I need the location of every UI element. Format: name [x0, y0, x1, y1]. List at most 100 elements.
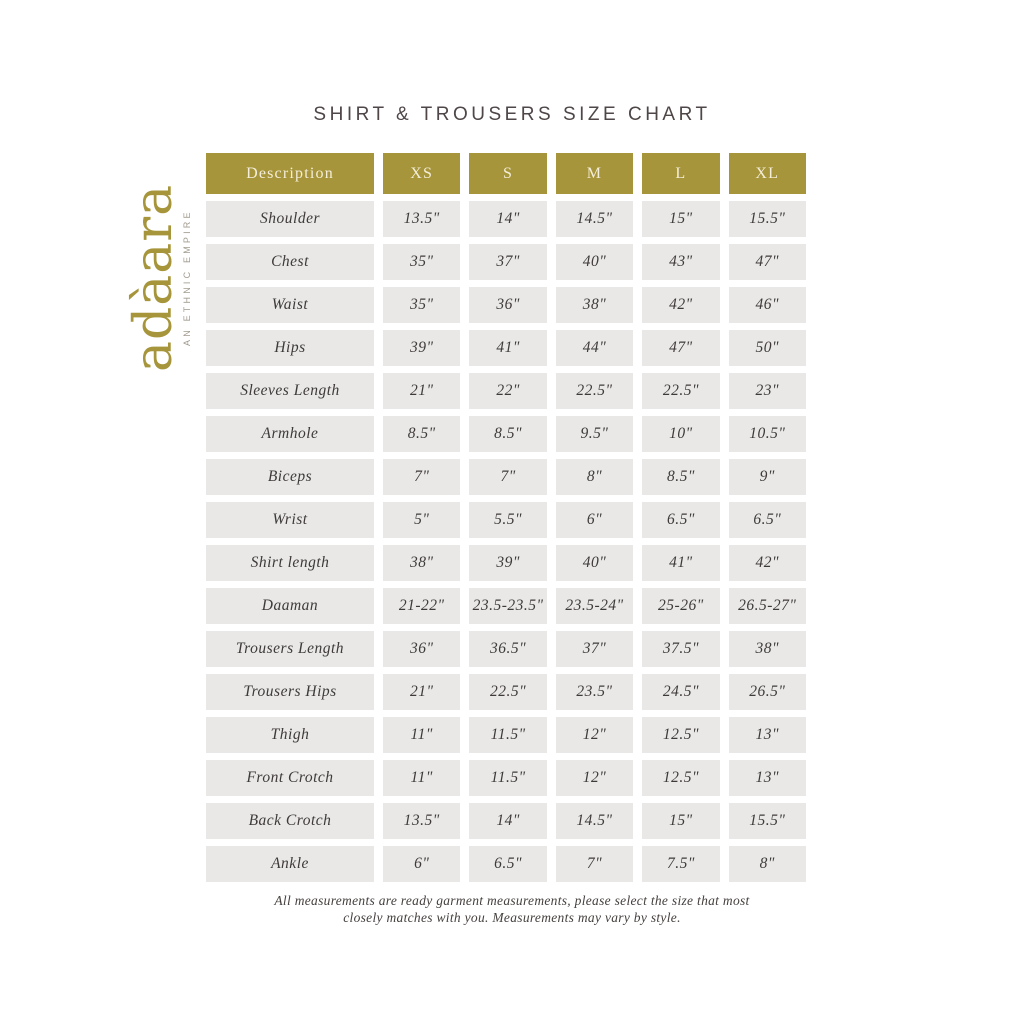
measurement-cell: 8.5"	[642, 459, 720, 495]
measurement-cell: 26.5-27"	[728, 588, 806, 624]
row-label: Chest	[206, 244, 374, 280]
row-label: Waist	[206, 287, 374, 323]
row-label: Front Crotch	[206, 760, 374, 796]
brand-tagline: AN ETHNIC EMPIRE	[182, 209, 192, 347]
measurement-cell: 42"	[728, 545, 806, 581]
measurement-cell: 38"	[555, 287, 634, 323]
measurement-cell: 6"	[555, 502, 634, 538]
measurement-cell: 40"	[555, 545, 634, 581]
measurement-cell: 13"	[728, 717, 806, 753]
measurement-cell: 7"	[469, 459, 547, 495]
table-row: Front Crotch 11" 11.5" 12" 12.5" 13"	[206, 760, 806, 796]
measurement-cell: 6"	[383, 846, 461, 882]
measurement-cell: 12"	[555, 760, 634, 796]
measurement-cell: 8.5"	[383, 416, 461, 452]
table-row: Waist 35" 36" 38" 42" 46"	[206, 287, 806, 323]
measurement-cell: 21"	[383, 373, 461, 409]
table-row: Armhole 8.5" 8.5" 9.5" 10" 10.5"	[206, 416, 806, 452]
measurement-cell: 15"	[642, 201, 720, 237]
measurement-cell: 38"	[728, 631, 806, 667]
measurement-cell: 11.5"	[469, 717, 547, 753]
row-label: Trousers Length	[206, 631, 374, 667]
measurement-cell: 14"	[469, 201, 547, 237]
row-label: Hips	[206, 330, 374, 366]
measurement-cell: 7.5"	[642, 846, 720, 882]
measurement-cell: 7"	[383, 459, 461, 495]
table-row: Biceps 7" 7" 8" 8.5" 9"	[206, 459, 806, 495]
measurement-cell: 23"	[728, 373, 806, 409]
footer-line-2: closely matches with you. Measurements m…	[343, 909, 681, 925]
measurement-cell: 11.5"	[469, 760, 547, 796]
table-row: Shoulder 13.5" 14" 14.5" 15" 15.5"	[206, 201, 806, 237]
measurement-cell: 25-26"	[642, 588, 720, 624]
table-header-row: Description XS S M L XL	[206, 153, 806, 194]
measurement-cell: 26.5"	[728, 674, 806, 710]
table-row: Thigh 11" 11.5" 12" 12.5" 13"	[206, 717, 806, 753]
row-label: Trousers Hips	[206, 674, 374, 710]
measurement-cell: 10"	[642, 416, 720, 452]
measurement-cell: 41"	[642, 545, 720, 581]
table-body: Shoulder 13.5" 14" 14.5" 15" 15.5" Chest 35" 37"…	[206, 201, 806, 882]
measurement-cell: 23.5"	[555, 674, 634, 710]
measurement-cell: 22"	[469, 373, 547, 409]
measurement-cell: 24.5"	[642, 674, 720, 710]
measurement-cell: 11"	[383, 717, 461, 753]
table-row: Sleeves Length 21" 22" 22.5" 22.5" 23"	[206, 373, 806, 409]
table-row: Hips 39" 41" 44" 47" 50"	[206, 330, 806, 366]
table-row: Daaman 21-22" 23.5-23.5" 23.5-24" 25-26" 26.5…	[206, 588, 806, 624]
measurement-cell: 36.5"	[469, 631, 547, 667]
measurement-cell: 43"	[642, 244, 720, 280]
measurement-cell: 5.5"	[469, 502, 547, 538]
measurement-cell: 40"	[555, 244, 634, 280]
measurement-cell: 12.5"	[642, 717, 720, 753]
brand-logo: adàara AN ETHNIC EMPIRE	[124, 178, 200, 378]
measurement-cell: 13.5"	[383, 201, 461, 237]
measurement-cell: 11"	[383, 760, 461, 796]
table-row: Wrist 5" 5.5" 6" 6.5" 6.5"	[206, 502, 806, 538]
measurement-cell: 42"	[642, 287, 720, 323]
table-row: Trousers Hips 21" 22.5" 23.5" 24.5" 26.5"	[206, 674, 806, 710]
measurement-cell: 7"	[555, 846, 634, 882]
row-label: Sleeves Length	[206, 373, 374, 409]
measurement-cell: 8"	[728, 846, 806, 882]
row-label: Armhole	[206, 416, 374, 452]
measurement-cell: 39"	[469, 545, 547, 581]
footer-line-1: All measurements are ready garment measu…	[274, 893, 750, 908]
header-cell-size-m: M	[555, 153, 634, 194]
measurement-cell: 6.5"	[469, 846, 547, 882]
measurement-cell: 35"	[383, 244, 461, 280]
row-label: Shoulder	[206, 201, 374, 237]
measurement-cell: 37.5"	[642, 631, 720, 667]
measurement-cell: 15.5"	[728, 201, 806, 237]
measurement-cell: 23.5-23.5"	[469, 588, 547, 624]
measurement-cell: 6.5"	[728, 502, 806, 538]
header-cell-size-l: L	[642, 153, 720, 194]
measurement-cell: 23.5-24"	[555, 588, 634, 624]
table-row: Ankle 6" 6.5" 7" 7.5" 8"	[206, 846, 806, 882]
row-label: Daaman	[206, 588, 374, 624]
table-row: Chest 35" 37" 40" 43" 47"	[206, 244, 806, 280]
table-row: Trousers Length 36" 36.5" 37" 37.5" 38"	[206, 631, 806, 667]
row-label: Ankle	[206, 846, 374, 882]
row-label: Thigh	[206, 717, 374, 753]
measurement-cell: 36"	[469, 287, 547, 323]
row-label: Back Crotch	[206, 803, 374, 839]
measurement-cell: 8.5"	[469, 416, 547, 452]
measurement-cell: 14.5"	[555, 201, 634, 237]
header-cell-description: Description	[206, 153, 374, 194]
measurement-cell: 6.5"	[642, 502, 720, 538]
page-title: SHIRT & TROUSERS SIZE CHART	[313, 104, 711, 125]
header-cell-size-s: S	[469, 153, 547, 194]
brand-wordmark: adàara	[124, 183, 184, 373]
measurement-cell: 21-22"	[383, 588, 461, 624]
measurement-cell: 13"	[728, 760, 806, 796]
measurement-cell: 47"	[728, 244, 806, 280]
measurement-cell: 14"	[469, 803, 547, 839]
measurement-cell: 9"	[728, 459, 806, 495]
measurement-cell: 22.5"	[642, 373, 720, 409]
measurement-cell: 21"	[383, 674, 461, 710]
footer-note: All measurements are ready garment measu…	[0, 893, 1024, 927]
measurement-cell: 35"	[383, 287, 461, 323]
measurement-cell: 41"	[469, 330, 547, 366]
measurement-cell: 47"	[642, 330, 720, 366]
